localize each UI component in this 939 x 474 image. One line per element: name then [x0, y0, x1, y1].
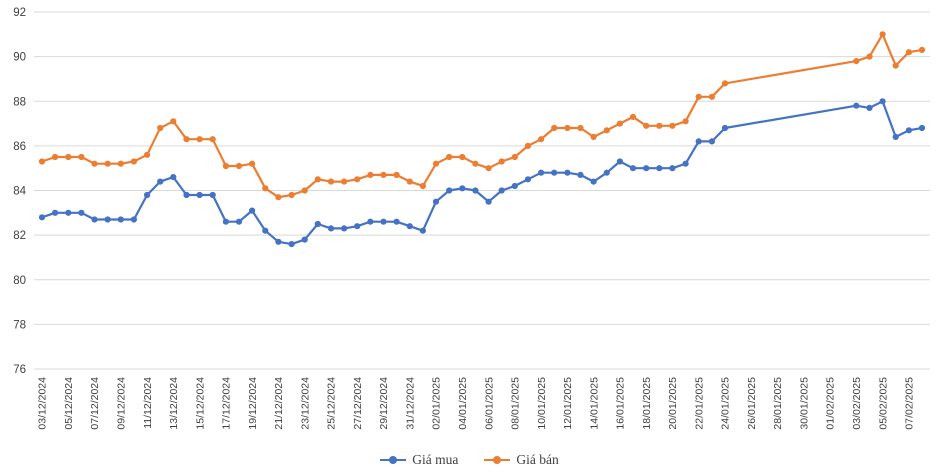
svg-text:25/12/2024: 25/12/2024	[326, 377, 338, 430]
svg-text:08/01/2025: 08/01/2025	[510, 377, 522, 430]
svg-text:88: 88	[13, 96, 26, 108]
svg-text:18/01/2025: 18/01/2025	[641, 377, 653, 430]
legend-label-gia-mua: Giá mua	[412, 452, 459, 467]
svg-text:07/02/2025: 07/02/2025	[904, 377, 916, 430]
svg-text:90: 90	[13, 52, 26, 64]
svg-text:10/01/2025: 10/01/2025	[536, 377, 548, 430]
svg-text:14/01/2025: 14/01/2025	[588, 377, 600, 430]
svg-text:78: 78	[13, 319, 26, 331]
svg-text:19/12/2024: 19/12/2024	[247, 377, 259, 430]
svg-text:03/12/2024: 03/12/2024	[37, 377, 49, 430]
svg-text:84: 84	[13, 186, 26, 198]
legend-item-gia-mua: Giá mua	[380, 452, 458, 468]
svg-text:86: 86	[13, 141, 26, 153]
svg-text:27/12/2024: 27/12/2024	[352, 377, 364, 430]
svg-text:28/01/2025: 28/01/2025	[772, 377, 784, 430]
svg-text:16/01/2025: 16/01/2025	[615, 377, 627, 430]
svg-text:29/12/2024: 29/12/2024	[378, 377, 390, 430]
svg-text:04/01/2025: 04/01/2025	[457, 377, 469, 430]
svg-text:20/01/2025: 20/01/2025	[667, 377, 679, 430]
svg-text:05/02/2025: 05/02/2025	[877, 377, 889, 430]
gia-ban-line-marker-icon	[484, 455, 511, 465]
svg-text:05/12/2024: 05/12/2024	[63, 377, 75, 430]
svg-text:21/12/2024: 21/12/2024	[273, 377, 285, 430]
svg-text:13/12/2024: 13/12/2024	[168, 377, 180, 430]
svg-text:12/01/2025: 12/01/2025	[562, 377, 574, 430]
svg-text:03/02/2025: 03/02/2025	[851, 377, 863, 430]
svg-text:31/12/2024: 31/12/2024	[404, 377, 416, 430]
svg-text:82: 82	[13, 230, 26, 242]
svg-text:01/02/2025: 01/02/2025	[825, 377, 837, 430]
svg-text:11/12/2024: 11/12/2024	[142, 377, 154, 429]
svg-text:23/12/2024: 23/12/2024	[299, 377, 311, 430]
svg-text:26/01/2025: 26/01/2025	[746, 377, 758, 430]
svg-text:07/12/2024: 07/12/2024	[89, 377, 101, 430]
svg-text:02/01/2025: 02/01/2025	[431, 377, 443, 430]
svg-text:30/01/2025: 30/01/2025	[798, 377, 810, 430]
svg-text:80: 80	[13, 275, 26, 287]
svg-text:24/01/2025: 24/01/2025	[720, 377, 732, 430]
legend-label-gia-ban: Giá bán	[516, 452, 559, 467]
svg-text:06/01/2025: 06/01/2025	[483, 377, 495, 430]
gia-mua-line-marker-icon	[380, 455, 407, 465]
svg-text:09/12/2024: 09/12/2024	[115, 377, 127, 430]
svg-text:92: 92	[13, 7, 26, 19]
chart-legend: Giá mua Giá bán	[0, 446, 939, 474]
svg-text:15/12/2024: 15/12/2024	[194, 377, 206, 430]
svg-text:17/12/2024: 17/12/2024	[221, 377, 233, 430]
svg-text:76: 76	[13, 364, 26, 376]
svg-text:22/01/2025: 22/01/2025	[693, 377, 705, 430]
line-chart-svg: 76 78 80 82 84 86 88 90 92 03/12/2024 05/12/2024 07…	[13, 7, 930, 430]
legend-item-gia-ban: Giá bán	[484, 452, 559, 468]
